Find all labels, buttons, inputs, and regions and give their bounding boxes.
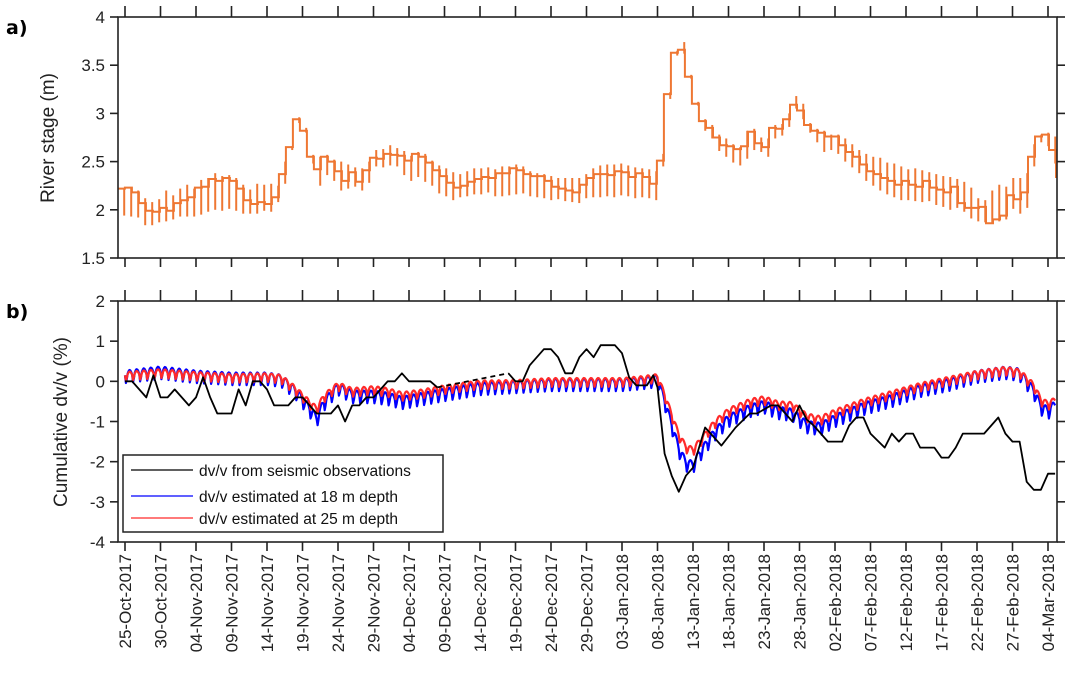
- x-tick-label: 22-Feb-2018: [968, 554, 987, 651]
- x-tick-label: 03-Jan-2018: [613, 554, 632, 649]
- panel-a-axes: 1.5 2 2.5 3 3.5 4: [81, 6, 1065, 268]
- panel-b-y-tick-label: -4: [90, 533, 105, 552]
- x-tick-label: 29-Dec-2017: [578, 554, 597, 652]
- x-tick-label: 17-Feb-2018: [933, 554, 952, 651]
- x-tick-label: 12-Feb-2018: [897, 554, 916, 651]
- x-tick-label: 08-Jan-2018: [649, 554, 668, 649]
- x-tick-label: 25-Oct-2017: [116, 554, 135, 649]
- x-tick-label: 09-Dec-2017: [436, 554, 455, 652]
- x-tick-label: 04-Nov-2017: [187, 554, 206, 652]
- panel-b-y-tick-label: -1: [90, 413, 105, 432]
- x-tick-label: 23-Jan-2018: [755, 554, 774, 649]
- panel-b-y-tick-label: -3: [90, 493, 105, 512]
- panel-b-y-tick-label: 1: [96, 332, 105, 351]
- x-tick-label: 27-Feb-2018: [1004, 554, 1023, 651]
- x-tick-label: 24-Nov-2017: [329, 554, 348, 652]
- panel-b-label: b): [6, 301, 28, 323]
- x-tick-label: 18-Jan-2018: [720, 554, 739, 649]
- panel-b-y-tick-label: 0: [96, 372, 105, 391]
- panel-a-label: a): [6, 17, 28, 39]
- river-stage-step-line: [118, 48, 1057, 225]
- x-tick-label: 28-Jan-2018: [791, 554, 810, 649]
- x-tick-label: 19-Nov-2017: [294, 554, 313, 652]
- x-tick-label: 04-Mar-2018: [1039, 554, 1058, 651]
- x-tick-label: 14-Nov-2017: [258, 554, 277, 652]
- panel-a-y-tick-label: 3.5: [81, 56, 105, 75]
- x-tick-label: 30-Oct-2017: [152, 554, 171, 649]
- dvv-seismic-gap-dashed-line: [437, 372, 509, 389]
- panel-b-y-axis-title: Cumulative dv/v (%): [51, 337, 72, 507]
- panel-b-plot-area: [123, 344, 1057, 493]
- panel-a-y-tick-label: 4: [96, 8, 105, 27]
- panel-a-river-stage: 1.5 2 2.5 3 3.5 4: [81, 6, 1065, 268]
- legend-label-18m: dv/v estimated at 18 m depth: [199, 489, 398, 506]
- panel-b-y-tick-label: 2: [96, 292, 105, 311]
- x-tick-label: 04-Dec-2017: [400, 554, 419, 652]
- panel-b-y-tick-label: -2: [90, 453, 105, 472]
- panel-b-dvv: -4 -3 -2 -1 0 1 2 dv/v from seismic observatio…: [90, 290, 1065, 552]
- panel-a-plot-area: [118, 42, 1057, 226]
- x-axis-date-labels: 25-Oct-2017 30-Oct-2017 04-Nov-2017 09-Nov-…: [116, 554, 1058, 652]
- legend: dv/v from seismic observations dv/v esti…: [122, 454, 444, 533]
- x-tick-label: 02-Feb-2018: [826, 554, 845, 651]
- x-tick-label: 19-Dec-2017: [507, 554, 526, 652]
- legend-label-25m: dv/v estimated at 25 m depth: [199, 511, 398, 528]
- x-tick-label: 24-Dec-2017: [542, 554, 561, 652]
- x-tick-label: 13-Jan-2018: [684, 554, 703, 649]
- panel-a-y-tick-label: 1.5: [81, 249, 105, 268]
- x-tick-label: 09-Nov-2017: [223, 554, 242, 652]
- panel-b-axes: -4 -3 -2 -1 0 1 2: [90, 290, 1065, 552]
- legend-label-seismic: dv/v from seismic observations: [199, 463, 411, 480]
- x-tick-label: 07-Feb-2018: [862, 554, 881, 651]
- x-tick-label: 29-Nov-2017: [365, 554, 384, 652]
- x-tick-label: 14-Dec-2017: [471, 554, 490, 652]
- dvv-seismic-line: [125, 372, 438, 423]
- panel-a-y-tick-label: 3: [96, 104, 105, 123]
- panel-a-y-tick-label: 2.5: [81, 153, 105, 172]
- legend-box: [122, 454, 444, 533]
- dvv-25m-line: [123, 366, 1057, 456]
- panel-a-y-axis-title: River stage (m): [38, 73, 59, 203]
- dvv-seismic-line: [507, 344, 1056, 493]
- panel-a-y-tick-label: 2: [96, 201, 105, 220]
- panel-a-axes-frame: [117, 16, 1058, 259]
